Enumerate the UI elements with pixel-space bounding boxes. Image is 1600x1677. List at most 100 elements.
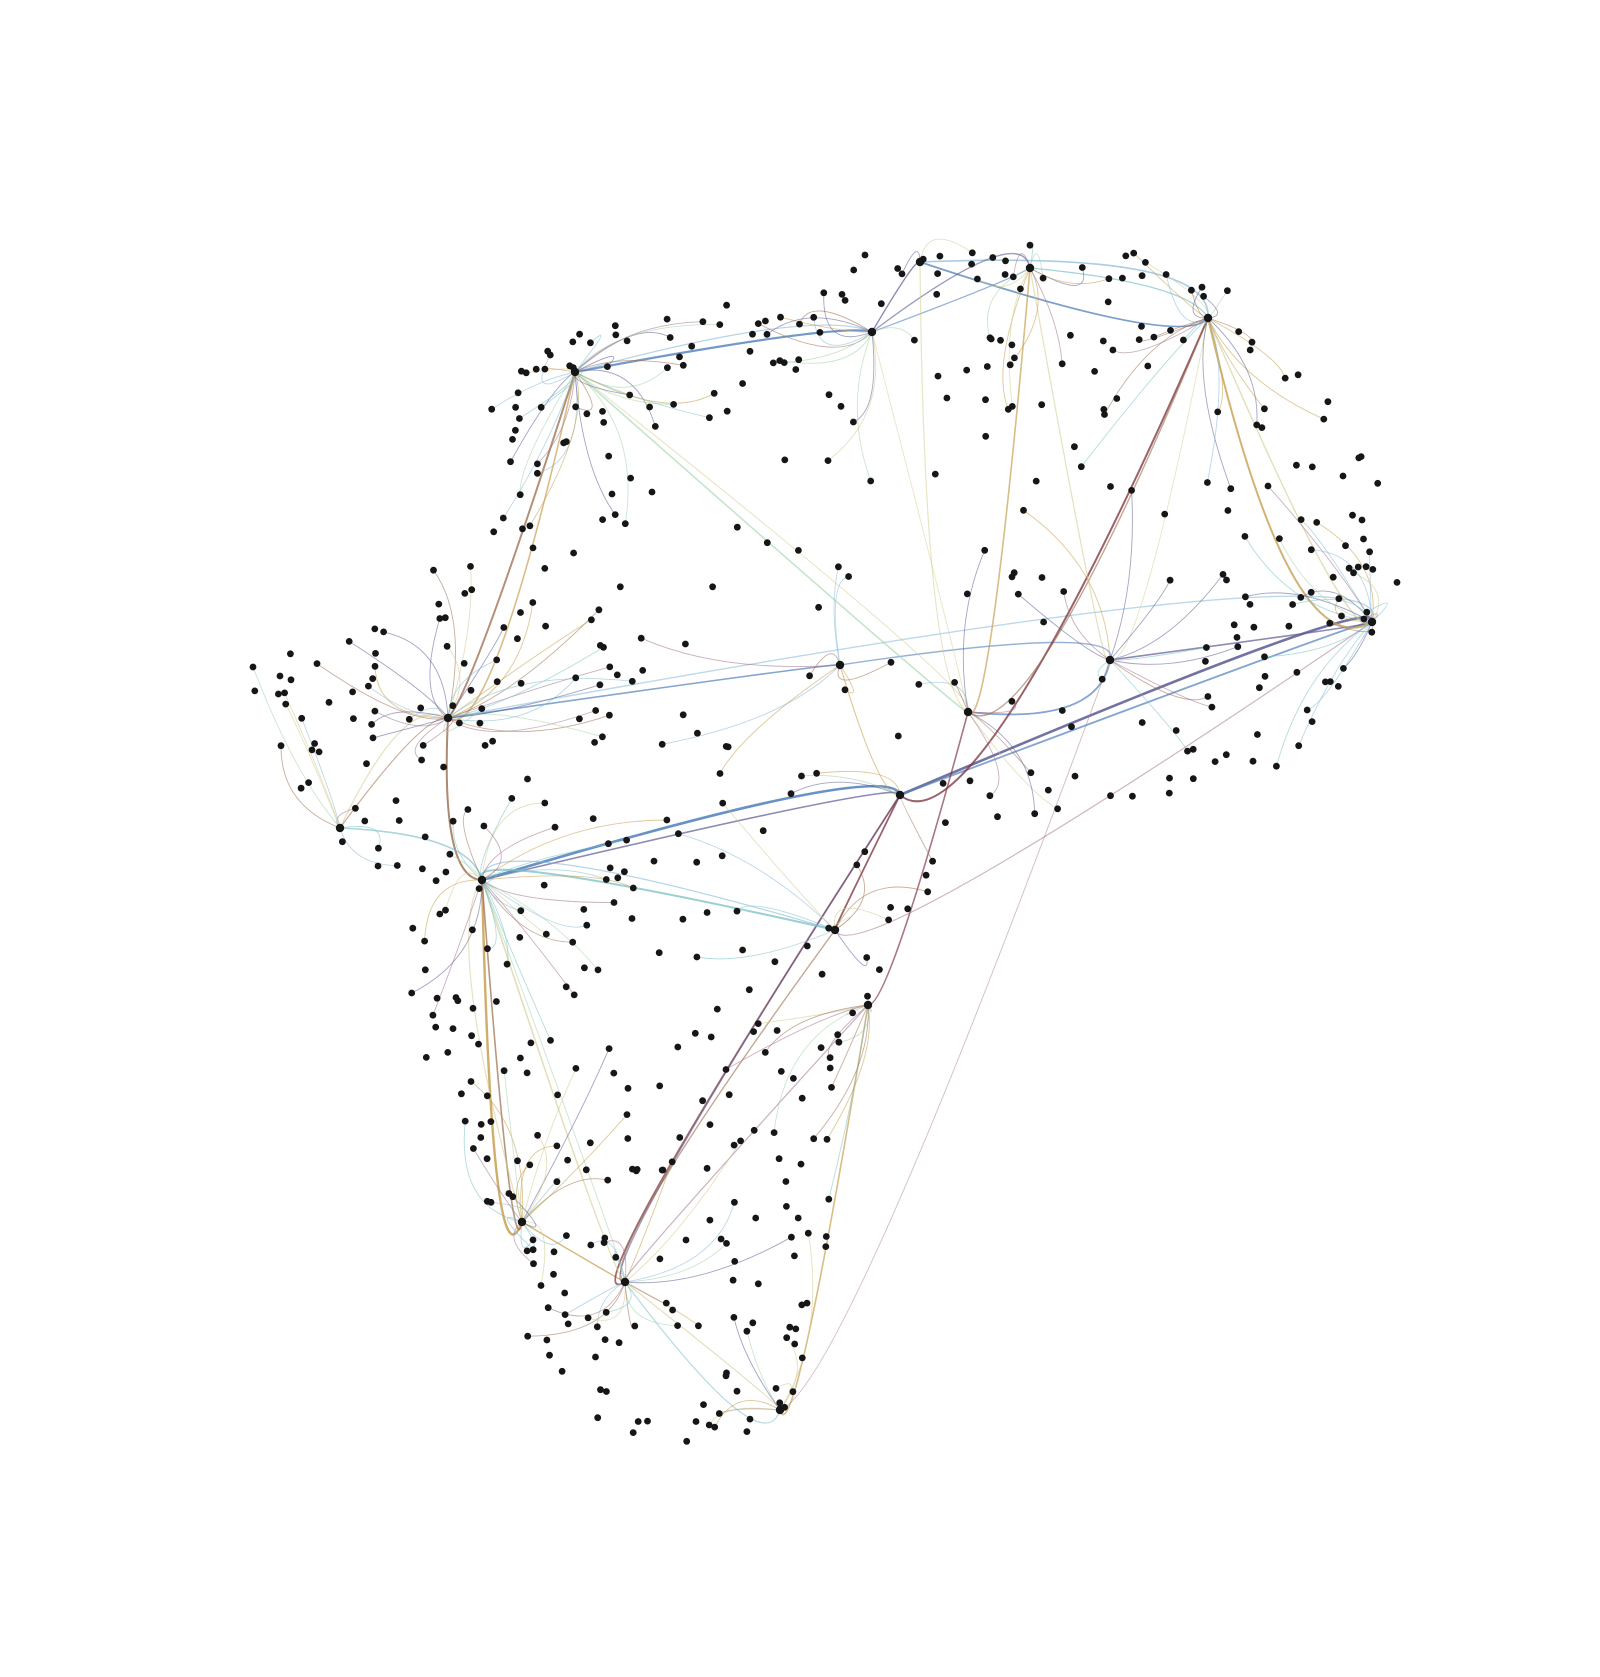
node-396: [1161, 510, 1169, 518]
edge-264: [834, 576, 850, 666]
node-281: [508, 795, 516, 802]
node-26: [688, 342, 696, 350]
node-457: [749, 330, 756, 338]
node-202: [493, 678, 501, 686]
node-301: [550, 1248, 558, 1256]
node-323: [670, 401, 677, 408]
node-625: [1339, 472, 1347, 480]
node-518: [682, 1236, 690, 1244]
edge-37: [620, 929, 836, 1283]
node-289: [885, 916, 892, 924]
node-345: [706, 414, 713, 422]
node-603: [311, 740, 318, 747]
node-568: [530, 1260, 537, 1268]
node-489: [1256, 684, 1263, 692]
edge-169: [722, 802, 836, 931]
node-201: [693, 953, 701, 961]
node-377: [783, 1203, 790, 1210]
node-180: [534, 469, 541, 477]
node-474: [516, 415, 523, 422]
edge-193: [1029, 267, 1063, 365]
node-433: [572, 1065, 580, 1072]
node-265: [442, 868, 450, 876]
node-408: [1276, 535, 1283, 542]
node-482: [703, 909, 711, 916]
node-129: [558, 1367, 566, 1375]
node-557: [1138, 272, 1146, 280]
node-567: [733, 907, 741, 915]
node-155: [375, 844, 382, 852]
node-544: [1008, 403, 1016, 410]
node-33: [838, 291, 846, 298]
edge-214: [590, 1240, 626, 1283]
node-431: [739, 946, 746, 954]
node-548: [591, 739, 598, 746]
node-340: [554, 1091, 561, 1099]
node-146: [422, 1054, 430, 1061]
node-389: [706, 1216, 714, 1224]
node-131: [546, 1351, 553, 1359]
edge-266: [371, 711, 449, 725]
edge-6: [871, 253, 1031, 333]
node-487: [605, 840, 612, 848]
node-409: [787, 790, 795, 798]
node-385: [1363, 608, 1371, 616]
node-63: [1360, 535, 1367, 543]
edge-146: [541, 354, 576, 385]
node-512: [817, 1044, 825, 1051]
node-618: [604, 363, 611, 370]
node-621: [276, 672, 284, 680]
node-106: [797, 1160, 805, 1168]
node-330: [1099, 337, 1107, 345]
edge-48: [339, 713, 449, 829]
edge-81: [967, 711, 1059, 810]
node-498: [526, 522, 534, 530]
edge-166: [918, 681, 969, 713]
node-208: [733, 1387, 741, 1395]
node-166: [287, 650, 294, 658]
node-536: [372, 650, 379, 657]
node-405: [1067, 331, 1074, 339]
node-495: [790, 1075, 797, 1082]
edge-141: [574, 324, 721, 373]
node-616: [1009, 273, 1017, 281]
node-538: [1223, 576, 1230, 584]
node-350: [628, 915, 636, 922]
node-256: [1166, 576, 1174, 584]
node-233: [705, 1421, 713, 1429]
edge-171: [447, 627, 505, 719]
node-617: [526, 1161, 534, 1169]
node-488: [580, 906, 588, 913]
node-550: [1354, 563, 1362, 571]
edge-190: [1264, 621, 1373, 658]
node-145: [444, 1049, 452, 1056]
edge-78: [1306, 621, 1373, 711]
node-473: [529, 1236, 537, 1244]
edge-110: [339, 826, 381, 849]
edge-283: [447, 619, 592, 719]
edge-219: [986, 267, 1031, 339]
edge-140: [624, 1242, 727, 1283]
node-121: [715, 1410, 723, 1417]
node-565: [718, 852, 726, 860]
node-66: [1369, 566, 1377, 573]
node-432: [679, 361, 687, 369]
node-185: [522, 369, 530, 377]
node-437: [639, 667, 647, 674]
edge-86: [834, 929, 868, 967]
node-189: [841, 686, 849, 694]
node-119: [746, 1415, 754, 1423]
edge-149: [574, 334, 602, 373]
node-261: [816, 329, 824, 336]
node-378: [627, 474, 634, 482]
node-295: [500, 624, 508, 631]
edge-61: [919, 238, 973, 263]
node-339: [674, 1043, 682, 1051]
node-607: [717, 1235, 725, 1243]
node-317: [679, 915, 687, 923]
node-556: [1307, 546, 1315, 554]
node-175: [468, 586, 476, 594]
node-328: [1180, 336, 1187, 344]
node-599: [1233, 634, 1241, 641]
node-569: [692, 1418, 700, 1425]
